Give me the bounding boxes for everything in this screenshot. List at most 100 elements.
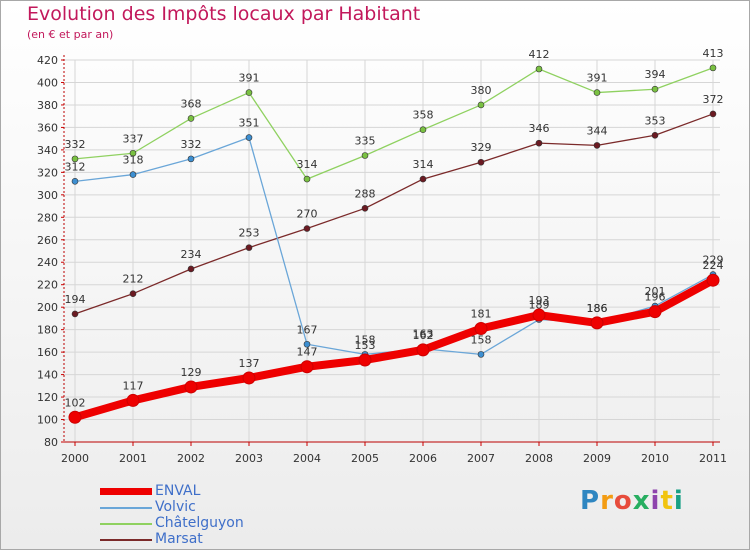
data-label-chtelguyon: 332 [65,138,86,151]
data-label-marsat: 353 [645,114,666,127]
data-label-volvic: 312 [65,160,86,173]
x-tick-label: 2006 [409,452,437,465]
data-label-enval: 153 [355,339,376,352]
x-tick-label: 2001 [119,452,147,465]
x-tick-label: 2004 [293,452,321,465]
data-point-marsat [709,110,717,118]
grid [64,59,720,443]
series-line-marsat [74,113,714,315]
data-point-volvic [71,178,79,185]
data-point-enval [648,305,662,319]
data-point-enval [474,322,488,336]
y-tick-label: 120 [37,391,58,404]
y-tick-label: 140 [37,369,58,382]
data-label-volvic: 229 [703,254,724,267]
data-point-chtelguyon [245,89,253,96]
y-tick-label: 240 [37,256,58,269]
y-tick-label: 420 [37,54,58,67]
data-label-volvic: 167 [297,323,318,336]
data-label-enval: 181 [471,308,492,321]
data-point-volvic [477,351,485,358]
data-point-enval [532,308,546,322]
data-point-marsat [303,225,311,232]
data-point-chtelguyon [651,85,659,93]
data-label-chtelguyon: 391 [239,72,260,85]
data-point-volvic [129,171,137,178]
series-line-enval [71,276,717,422]
data-point-enval [184,380,198,394]
y-tick-label: 320 [37,166,58,179]
data-point-chtelguyon [477,101,485,109]
data-label-enval: 224 [703,259,724,272]
data-label-marsat: 372 [703,93,724,106]
x-tick-label: 2009 [583,452,611,465]
data-label-enval: 162 [413,329,434,342]
data-point-marsat [71,310,79,318]
data-point-marsat [187,265,195,273]
data-point-marsat [245,244,253,251]
logo-letter: o [613,486,633,516]
x-tick-label: 2011 [699,452,727,465]
y-tick-label: 180 [37,324,58,337]
y-tick-label: 220 [37,279,58,292]
data-label-chtelguyon: 413 [703,47,724,60]
y-tick-label: 260 [37,234,58,247]
data-label-chtelguyon: 380 [471,84,492,97]
chart-title: Evolution des Impôts locaux par Habitant [27,3,421,25]
series-markers [68,64,720,424]
data-point-enval [300,360,314,374]
data-label-marsat: 329 [471,141,492,154]
data-label-volvic: 332 [181,138,202,151]
x-tick-label: 2007 [467,452,495,465]
data-label-marsat: 346 [529,122,550,135]
y-tick-label: 300 [37,189,58,202]
data-label-chtelguyon: 337 [123,132,144,145]
x-tick-label: 2010 [641,452,669,465]
data-label-enval: 196 [645,291,666,304]
chart-subtitle: (en € et par an) [27,28,114,41]
y-tick-label: 280 [37,211,58,224]
data-label-chtelguyon: 391 [587,72,608,85]
legend-swatch-enval [100,488,152,495]
x-tick-label: 2003 [235,452,263,465]
data-point-enval [706,273,720,287]
data-point-chtelguyon [709,64,717,72]
data-label-chtelguyon: 368 [181,97,202,110]
data-label-enval: 186 [587,302,608,315]
legend-label-marsat: Marsat [155,531,203,547]
data-label-enval: 193 [529,294,550,307]
data-labels: 194 212 234 253 270 288 314 329 346 344 353 372 332 3… [65,47,724,409]
y-tick-label: 160 [37,346,58,359]
data-point-volvic [187,155,195,163]
data-point-marsat [477,158,485,166]
y-tick-label: 340 [37,144,58,157]
data-label-enval: 102 [65,396,86,409]
legend-label-chatelguyon: Châtelguyon [155,515,244,531]
data-label-volvic: 318 [123,154,144,167]
data-point-chtelguyon [303,175,311,183]
y-tick-label: 360 [37,121,58,134]
legend-swatch-volvic [100,507,152,509]
data-label-enval: 129 [181,366,202,379]
axes: 80 100 120 140 160 180 200 220 240 260 280 300 320 34… [37,54,727,465]
data-label-marsat: 270 [297,208,318,221]
data-point-marsat [129,290,137,297]
data-point-chtelguyon [535,65,543,73]
legend-swatch-chatelguyon [100,523,152,525]
logo-letter: P [580,486,601,516]
data-label-marsat: 344 [587,124,608,137]
y-tick-label: 100 [37,414,58,427]
data-label-volvic: 186 [587,302,608,315]
data-label-marsat: 194 [65,293,86,306]
data-point-enval [358,353,372,367]
data-point-chtelguyon [187,115,195,122]
data-label-marsat: 288 [355,187,376,200]
x-tick-label: 2005 [351,452,379,465]
legend-label-enval: ENVAL [155,483,201,499]
data-label-marsat: 234 [181,248,202,261]
data-point-marsat [593,142,601,149]
y-tick-label: 380 [37,99,58,112]
y-tick-label: 200 [37,301,58,314]
